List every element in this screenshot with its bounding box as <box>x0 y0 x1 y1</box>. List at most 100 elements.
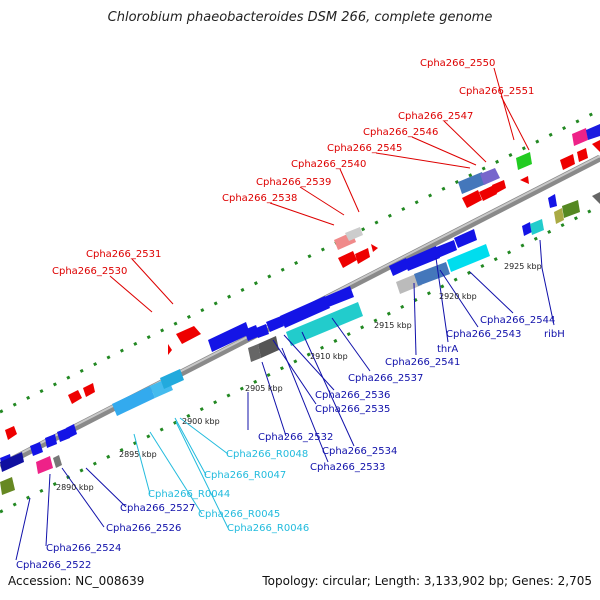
tick-2905: 2905 kbp <box>245 384 283 393</box>
reverse-gene-tan <box>554 208 564 224</box>
reverse-gene <box>66 424 77 438</box>
reverse-gene <box>57 428 70 442</box>
topology-label: Topology: circular; Length: 3,133,902 bp… <box>262 574 592 588</box>
forward-label-group: Cpha266_2550 Cpha266_2551 Cpha266_2547 C… <box>52 58 534 277</box>
tick-2920: 2920 kbp <box>439 292 477 301</box>
reverse-label: Cpha266_2522 <box>16 560 91 571</box>
reverse-label: Cpha266_2543 <box>446 329 521 340</box>
reverse-gene-grey-3 <box>592 192 600 204</box>
forward-gene <box>176 326 201 344</box>
forward-label: Cpha266_2531 <box>86 249 161 260</box>
forward-gene <box>577 148 588 162</box>
reverse-gene <box>404 246 440 271</box>
rna-label: Cpha266_R0047 <box>204 470 286 481</box>
reverse-label: Cpha266_2524 <box>46 543 121 554</box>
reverse-gene <box>454 229 477 248</box>
forward-label: Cpha266_2547 <box>398 111 473 122</box>
reverse-gene <box>548 194 557 208</box>
tick-2890: 2890 kbp <box>56 483 94 492</box>
reverse-label: Cpha266_2526 <box>106 523 181 534</box>
forward-gene <box>492 180 506 194</box>
forward-gene <box>479 185 497 201</box>
forward-gene <box>355 248 370 264</box>
forward-gene-grey <box>345 227 363 241</box>
reverse-gene <box>280 296 330 328</box>
reverse-gene-grey-2 <box>258 336 279 358</box>
reverse-gene <box>266 316 284 332</box>
tick-2895: 2895 kbp <box>119 450 157 459</box>
reverse-gene-cyan <box>286 302 363 346</box>
forward-gene <box>462 190 482 208</box>
reverse-label: Cpha266_2536 <box>315 390 390 401</box>
forward-gene-purple <box>480 168 500 185</box>
tick-2915: 2915 kbp <box>374 321 412 330</box>
rna-label: Cpha266_R0045 <box>198 509 280 520</box>
reverse-label: Cpha266_2541 <box>385 357 460 368</box>
forward-label: Cpha266_2546 <box>363 127 438 138</box>
forward-gene <box>338 251 357 268</box>
reverse-label: Cpha266_2533 <box>310 462 385 473</box>
forward-gene <box>168 344 172 355</box>
map-title: Chlorobium phaeobacteroides DSM 266, com… <box>107 10 493 25</box>
forward-genes <box>5 140 600 440</box>
reverse-gene <box>30 442 43 456</box>
reverse-connectors <box>15 239 555 561</box>
forward-gene-blue-2 <box>586 124 600 140</box>
forward-label: Cpha266_2539 <box>256 177 331 188</box>
reverse-gene-olive <box>0 477 15 495</box>
rna-label: Cpha266_R0044 <box>148 489 230 500</box>
reverse-label: Cpha266_2532 <box>258 432 333 443</box>
rna-connectors <box>133 417 229 529</box>
forward-label: Cpha266_2538 <box>222 193 297 204</box>
reverse-label: thrA <box>437 344 458 355</box>
reverse-gene <box>45 434 57 448</box>
reverse-label-group: ribH Cpha266_2544 Cpha266_2543 thrA Cpha… <box>16 315 565 571</box>
reverse-gene-grey <box>248 344 261 362</box>
rna-label-group: Cpha266_R0048 Cpha266_R0047 Cpha266_R004… <box>148 449 309 534</box>
forward-gene <box>560 154 575 170</box>
forward-gene <box>68 390 82 404</box>
reverse-gene-grey-small <box>53 455 62 468</box>
forward-gene <box>83 383 95 397</box>
reverse-gene-cyan-2 <box>447 244 490 272</box>
reverse-label: Cpha266_2534 <box>322 446 397 457</box>
rna-block <box>112 386 155 416</box>
forward-label: Cpha266_2530 <box>52 266 127 277</box>
forward-label: Cpha266_2551 <box>459 86 534 97</box>
forward-label: Cpha266_2540 <box>291 159 366 170</box>
reverse-label: ribH <box>544 329 565 340</box>
outer-dotted-guide <box>0 108 600 414</box>
forward-gene <box>5 426 17 440</box>
forward-gene <box>520 176 529 184</box>
reverse-gene-green <box>562 200 580 218</box>
forward-label: Cpha266_2545 <box>327 143 402 154</box>
reverse-label: Cpha266_2527 <box>120 503 195 514</box>
reverse-gene <box>208 322 250 352</box>
reverse-label: Cpha266_2537 <box>348 373 423 384</box>
forward-gene-blue <box>458 172 486 194</box>
tick-2900: 2900 kbp <box>182 417 220 426</box>
rna-label: Cpha266_R0048 <box>226 449 308 460</box>
forward-gene <box>592 140 600 152</box>
reverse-gene <box>322 286 354 308</box>
forward-gene <box>371 244 378 252</box>
reverse-gene-steel <box>414 262 450 286</box>
forward-gene-magenta <box>572 128 588 146</box>
reverse-gene-teal <box>530 219 544 235</box>
rna-label: Cpha266_R0046 <box>227 523 309 534</box>
reverse-gene <box>434 240 457 258</box>
reverse-gene-dark <box>0 452 24 472</box>
reverse-label: Cpha266_2535 <box>315 404 390 415</box>
reverse-label: Cpha266_2544 <box>480 315 555 326</box>
reverse-gene-magenta <box>36 456 53 474</box>
forward-gene-green <box>516 152 532 170</box>
reverse-gene <box>244 325 260 341</box>
reverse-genes <box>0 194 557 468</box>
reverse-gene <box>389 258 410 276</box>
reverse-gene <box>522 222 532 236</box>
rna-block-3 <box>160 369 184 389</box>
forward-connectors <box>109 67 530 313</box>
accession-label: Accession: NC_008639 <box>8 574 145 588</box>
